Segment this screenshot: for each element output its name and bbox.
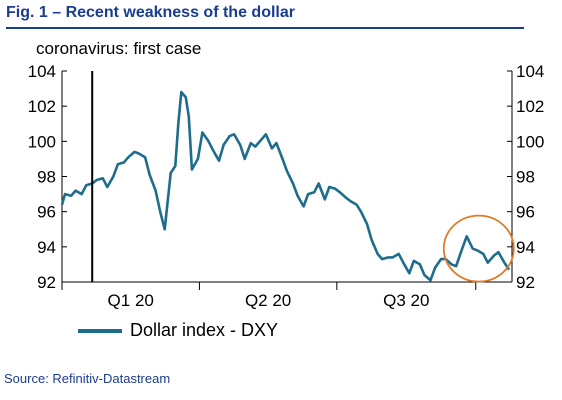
- x-tick-label: Q2 20: [245, 291, 291, 310]
- annotation-label: coronavirus: first case: [36, 39, 201, 58]
- y-tick-label-right: 98: [516, 168, 535, 187]
- y-tick-label-right: 104: [516, 62, 544, 81]
- y-tick-label-left: 94: [37, 238, 56, 257]
- y-tick-label-right: 102: [516, 97, 544, 116]
- y-tick-label-right: 96: [516, 203, 535, 222]
- chart-axes: 92 92 94 94 96 96 98 98 100 100 102 102 104 104 Q1 20 Q…: [28, 62, 545, 310]
- legend-label: Dollar index - DXY: [130, 320, 279, 340]
- y-tick-label-right: 92: [516, 273, 535, 292]
- overlay-layer: coronavirus: first case: [36, 39, 515, 283]
- y-tick-label-left: 98: [37, 168, 56, 187]
- y-tick-label-left: 104: [28, 62, 56, 81]
- series-line-dxy: [60, 90, 511, 282]
- y-tick-label-left: 100: [28, 132, 56, 151]
- figure-title: Fig. 1 – Recent weakness of the dollar: [6, 4, 295, 21]
- source-note: Source: Refinitiv-Datastream: [4, 371, 171, 386]
- y-tick-label-left: 92: [37, 273, 56, 292]
- title-rule: [6, 27, 524, 29]
- legend: Dollar index - DXY: [78, 320, 278, 341]
- line-chart: 92 92 94 94 96 96 98 98 100 100 102 102 104 104 Q1 20 Q…: [28, 39, 545, 310]
- highlight-circle: [442, 214, 515, 283]
- y-tick-label-right: 94: [516, 238, 535, 257]
- y-tick-label-left: 96: [37, 203, 56, 222]
- x-tick-label: Q3 20: [383, 291, 429, 310]
- x-tick-label: Q1 20: [108, 291, 154, 310]
- y-tick-label-left: 102: [28, 97, 56, 116]
- series-layer: [60, 90, 511, 282]
- y-tick-label-right: 100: [516, 132, 544, 151]
- legend-swatch: [78, 328, 122, 333]
